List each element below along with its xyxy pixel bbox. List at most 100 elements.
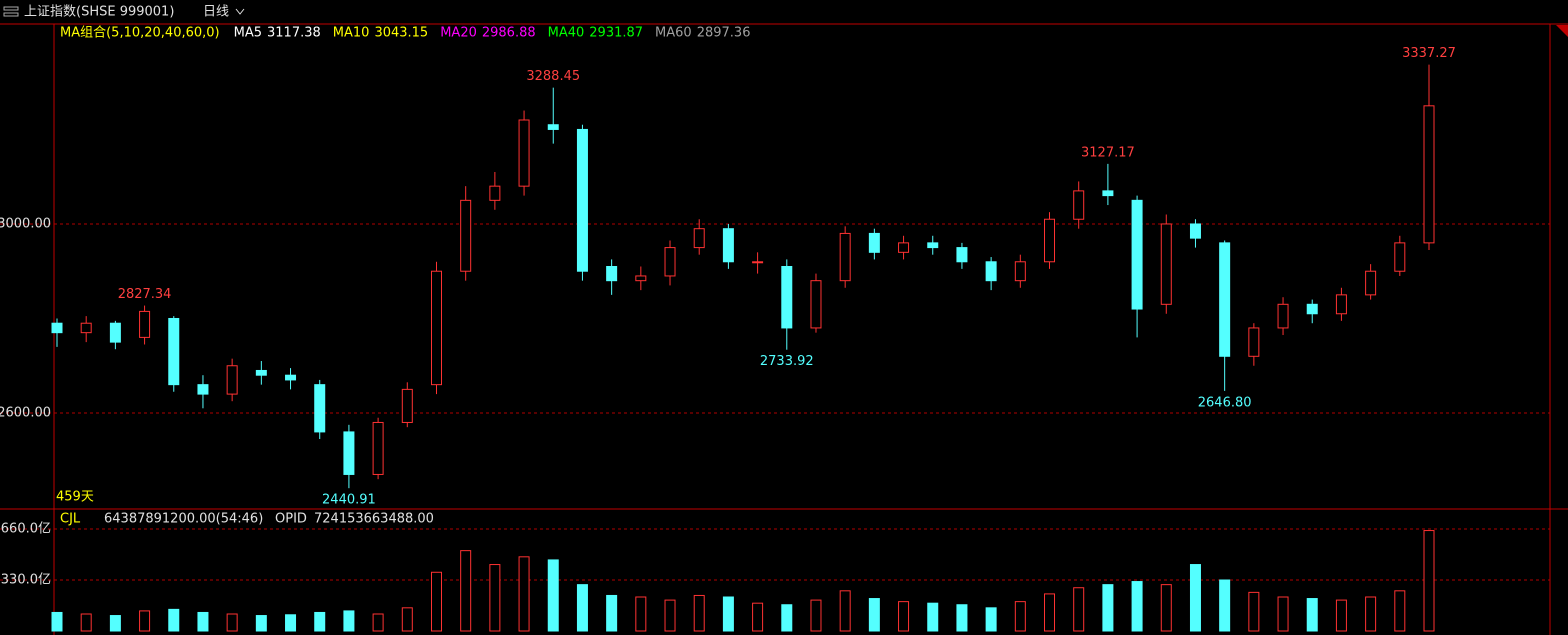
days-label: 459天 xyxy=(56,490,94,505)
opid-name: OPID xyxy=(275,512,307,527)
candle-body xyxy=(51,322,63,334)
low-label: 2440.91 xyxy=(322,493,376,508)
period-chevron[interactable] xyxy=(235,8,245,15)
volume-bar xyxy=(1014,601,1026,632)
volume-bar xyxy=(752,602,764,632)
volume-bar xyxy=(285,614,297,632)
candle-body xyxy=(197,384,209,395)
candle-body xyxy=(635,275,647,282)
y-tick-label: 2600.00 xyxy=(0,406,51,421)
candle-body xyxy=(1044,218,1056,263)
volume-bar xyxy=(1044,593,1056,632)
candle-body xyxy=(722,228,734,263)
volume-bar xyxy=(1219,579,1231,632)
candle-body xyxy=(1248,327,1260,357)
ma-name: MA20 xyxy=(440,26,477,41)
candle-body xyxy=(430,270,442,386)
candle-body xyxy=(868,232,880,253)
volume-bar xyxy=(781,604,793,632)
volume-bar xyxy=(839,590,851,632)
candle-body xyxy=(401,388,413,423)
volume-bar xyxy=(80,613,92,632)
volume-bar xyxy=(1306,598,1318,632)
opid-value: 724153663488.00 xyxy=(314,512,434,527)
volume-bar xyxy=(226,613,238,632)
candle-body xyxy=(343,431,355,475)
volume-bar xyxy=(51,611,63,632)
candle-body xyxy=(518,119,530,187)
period[interactable]: 日线 xyxy=(203,5,229,20)
high-label: 3127.17 xyxy=(1081,145,1135,160)
volume-bar xyxy=(956,604,968,632)
candle-body xyxy=(1073,190,1085,220)
volume-bar xyxy=(1394,590,1406,632)
volume-bar xyxy=(927,602,939,632)
candle-body xyxy=(898,242,910,253)
ma-value: 3043.15 xyxy=(374,26,428,41)
candle-body xyxy=(314,384,326,433)
candle-body xyxy=(547,124,559,130)
volume-bar xyxy=(664,599,676,632)
volume-bar xyxy=(1131,581,1143,632)
ma-group[interactable]: MA组合(5,10,20,40,60,0) xyxy=(60,26,220,41)
low-label: 2646.80 xyxy=(1198,395,1252,410)
candle-body xyxy=(1102,190,1114,197)
y-tick-label: 660.0亿 xyxy=(1,522,51,537)
volume-bar xyxy=(547,559,559,632)
candle-body xyxy=(810,280,822,329)
title: 上证指数(SHSE 999001) xyxy=(24,5,174,20)
candle-body xyxy=(693,228,705,249)
candle-body xyxy=(372,421,384,475)
candle-body xyxy=(139,310,151,338)
volume-bar xyxy=(1189,564,1201,632)
menu-icon[interactable] xyxy=(3,6,19,17)
volume-bar xyxy=(985,607,997,632)
ma-value: 2986.88 xyxy=(482,26,536,41)
volume-name[interactable]: CJL xyxy=(60,512,81,527)
volume-bar xyxy=(810,599,822,632)
high-label: 3288.45 xyxy=(526,69,580,84)
volume-bar xyxy=(518,556,530,632)
volume-bar xyxy=(1248,591,1260,632)
volume-bar xyxy=(401,607,413,632)
volume-bar xyxy=(314,611,326,632)
volume-bar xyxy=(1160,584,1172,632)
volume-bar xyxy=(1102,584,1114,632)
volume-bar xyxy=(693,594,705,632)
volume-bar xyxy=(460,550,472,632)
volume-info: 64387891200.00(54:46) xyxy=(104,512,263,527)
icon-bar xyxy=(3,6,19,11)
candle-body xyxy=(489,185,501,201)
y-tick-label: 330.0亿 xyxy=(1,573,51,588)
volume-bar xyxy=(576,584,588,632)
candle-body xyxy=(576,128,588,272)
volume-bar xyxy=(139,610,151,632)
candle-body xyxy=(606,266,618,282)
volume-bar xyxy=(1365,596,1377,632)
ma-name: MA60 xyxy=(655,26,692,41)
volume-bar xyxy=(197,611,209,632)
volume-bar xyxy=(1335,599,1347,632)
candle-body xyxy=(1306,303,1318,315)
candle-body xyxy=(80,322,92,334)
volume-bar xyxy=(722,596,734,632)
candle-body xyxy=(1277,303,1289,329)
candle-body xyxy=(1365,270,1377,296)
candle-body xyxy=(226,365,238,395)
volume-bar xyxy=(635,596,647,632)
volume-bar xyxy=(868,598,880,632)
candle-body xyxy=(839,232,851,282)
volume-bar xyxy=(1277,596,1289,632)
candle-body xyxy=(985,261,997,282)
volume-bar xyxy=(255,615,267,632)
candle-body xyxy=(168,317,180,386)
volume-bar xyxy=(606,594,618,632)
ma-name: MA40 xyxy=(548,26,585,41)
volume-bar xyxy=(109,615,121,632)
candle-body xyxy=(1160,223,1172,305)
candle-body xyxy=(255,369,267,376)
volume-bar xyxy=(1073,587,1085,632)
volume-bar xyxy=(168,608,180,632)
